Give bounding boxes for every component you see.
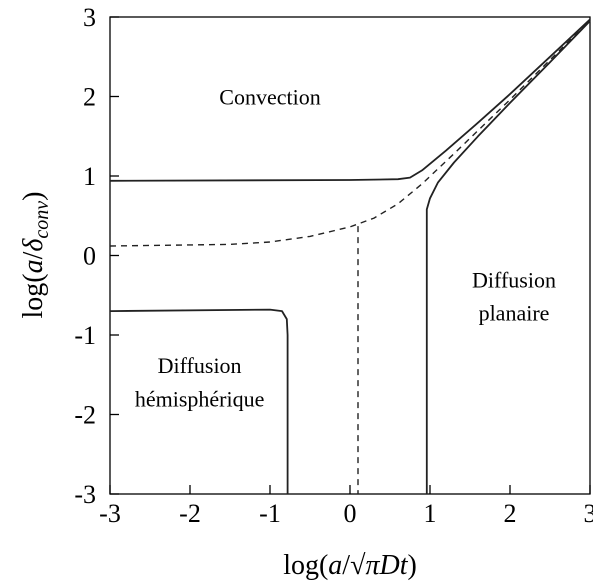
y-tick-label: 1 — [83, 162, 96, 191]
y-axis-label: log(a/δconv) — [18, 192, 53, 319]
region-label: Convection — [219, 85, 320, 110]
plot-frame — [109, 16, 591, 495]
y-tick-label: 0 — [83, 242, 96, 271]
y-tick-label: 2 — [83, 83, 96, 112]
dashed-boundary-curve-4 — [109, 19, 591, 247]
y-tick-label: 3 — [83, 3, 96, 32]
y-tick-label: -1 — [74, 321, 96, 350]
x-tick-label: 0 — [344, 499, 357, 528]
region-label: hémisphérique — [135, 387, 265, 412]
solid-boundary-curve-3 — [109, 308, 289, 494]
x-axis-label: log(a/√πDt) — [283, 550, 417, 581]
x-tick-label: 2 — [504, 499, 517, 528]
region-labels: Convection Diffusion planaire Diffusion hémi… — [135, 85, 556, 412]
region-label: planaire — [479, 301, 550, 326]
region-label: Diffusion — [472, 267, 556, 292]
region-label: Diffusion — [158, 353, 242, 378]
x-tick-label: -1 — [259, 499, 281, 528]
x-tick-label: -3 — [99, 499, 121, 528]
x-tick-label: -2 — [179, 499, 201, 528]
tick-labels: -3 -2 -1 0 1 2 3 -3 -2 -1 0 1 2 3 — [74, 3, 593, 528]
x-tick-label: 3 — [584, 499, 593, 528]
solid-boundary-curve-2 — [425, 20, 591, 494]
ticks — [109, 16, 591, 495]
solid-boundary-curve-1 — [109, 18, 591, 182]
x-tick-label: 1 — [424, 499, 437, 528]
y-tick-label: -2 — [74, 401, 96, 430]
curves — [109, 18, 591, 494]
y-tick-label: -3 — [74, 480, 96, 509]
